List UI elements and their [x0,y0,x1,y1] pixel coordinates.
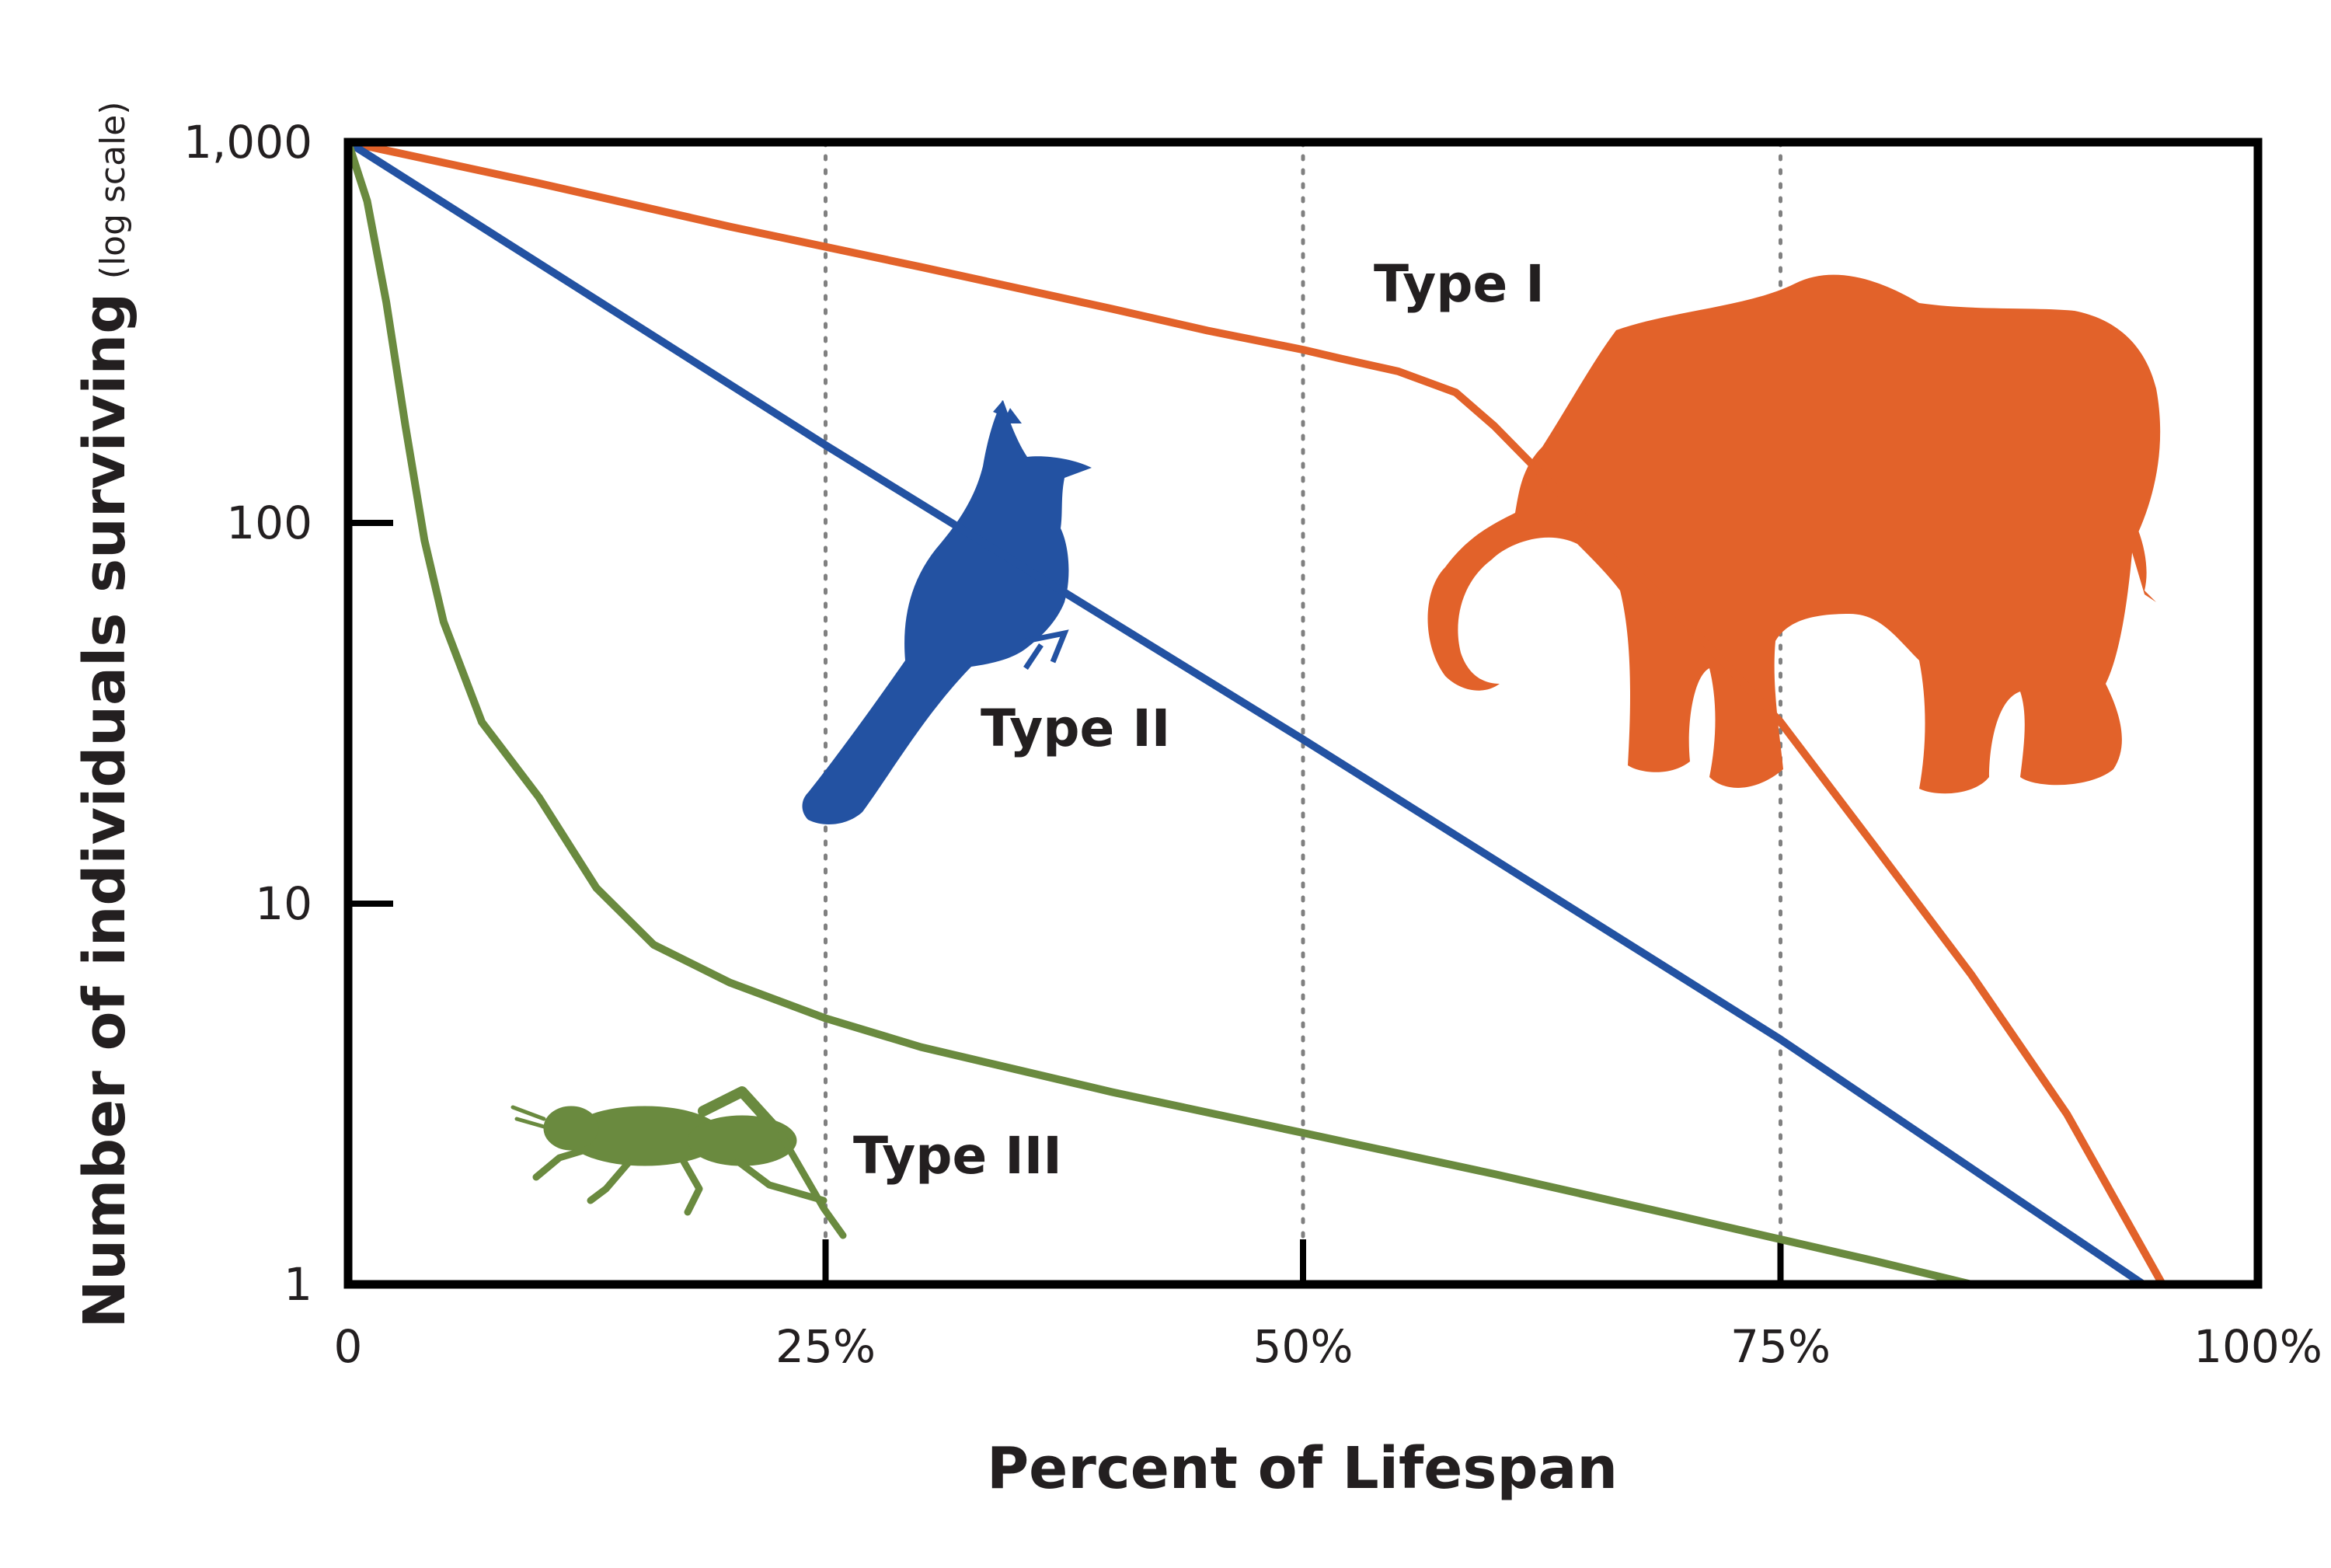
x-tick-label: 75% [1730,1320,1831,1373]
y-axis-ticks: 1 10 100 1,000 [183,116,393,1311]
x-axis-title: Percent of Lifespan [987,1435,1618,1502]
y-axis-title: Number of individuals surviving (log sca… [71,101,138,1328]
plot-frame [343,138,2263,1289]
x-tick-label: 25% [775,1320,876,1373]
series-label-type-i: Type I [1374,254,1545,314]
series-line-1 [344,138,2167,1288]
series-label-type-iii: Type III [853,1126,1062,1186]
x-tick-label: 50% [1253,1320,1354,1373]
cricket-icon [510,1086,847,1239]
cardinal-bird-icon [802,400,1092,824]
y-tick-label: 1,000 [183,116,312,169]
x-tick-label: 0 [334,1320,363,1373]
y-axis-title-note: (log scale) [93,101,133,279]
elephant-icon [1427,274,2161,794]
x-tick-label: 100% [2193,1320,2322,1373]
y-axis-title-main: Number of individuals surviving [71,293,138,1329]
series-line-2 [344,138,2148,1288]
series-line-3 [344,138,1976,1288]
y-tick-label: 10 [255,877,312,930]
y-tick-label: 100 [226,497,312,549]
y-tick-label: 1 [284,1258,312,1311]
series-label-type-ii: Type II [981,699,1170,758]
grid-lines [824,140,1782,1287]
x-axis-ticks: 0 25% 50% 75% 100% [334,1239,2322,1373]
series-lines [344,138,2167,1288]
